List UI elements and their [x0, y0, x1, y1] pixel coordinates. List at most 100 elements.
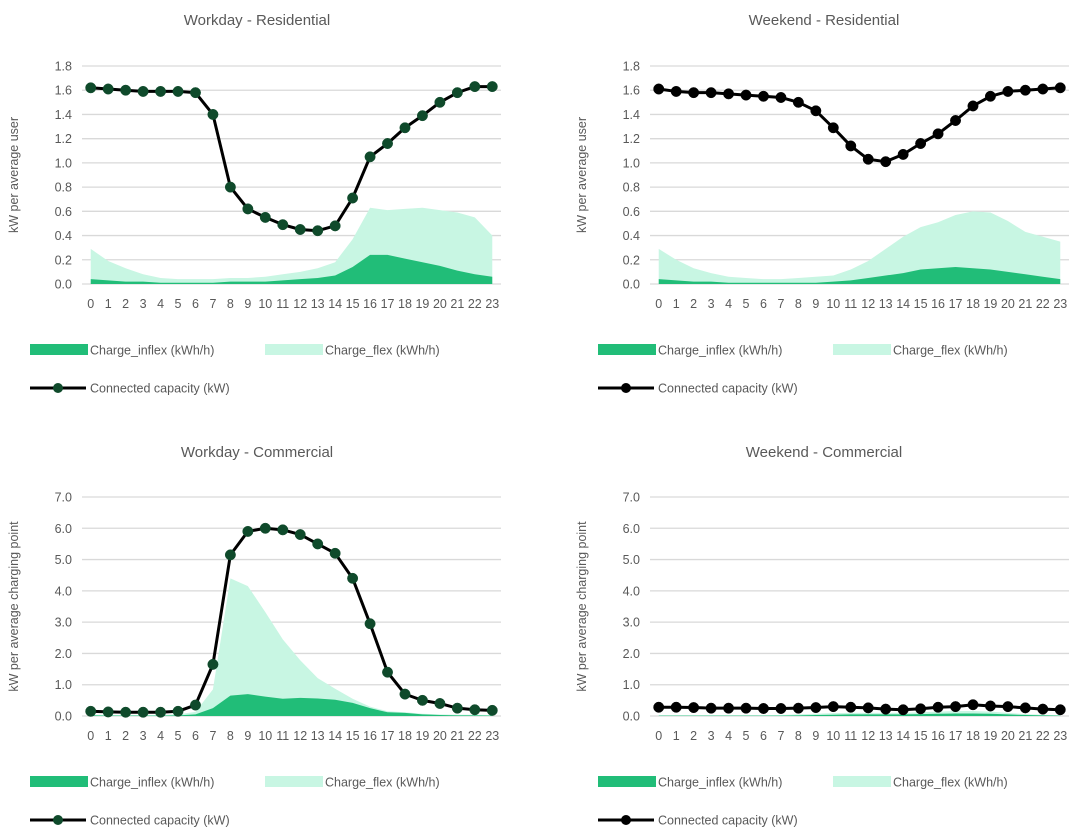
- x-tick-label: 20: [433, 729, 447, 743]
- x-tick-label: 13: [311, 297, 325, 311]
- x-tick-label: 1: [105, 729, 112, 743]
- data-point-connected-capacity: [137, 85, 149, 97]
- x-tick-label: 1: [673, 297, 680, 311]
- x-tick-label: 9: [244, 297, 251, 311]
- data-point-connected-capacity: [723, 702, 735, 714]
- chart-panel-0: Workday - Residential 0.0 0.2 0.4 0.6 0.8 1.0 1…: [7, 12, 501, 396]
- data-point-connected-capacity: [364, 151, 376, 163]
- legend-swatch-charge-inflex: [30, 344, 88, 355]
- x-tick-label: 13: [879, 729, 893, 743]
- legend-label-charge-inflex: Charge_inflex (kWh/h): [658, 776, 782, 790]
- y-tick-label: 0.0: [623, 278, 640, 292]
- x-tick-label: 1: [105, 297, 112, 311]
- data-point-connected-capacity: [242, 203, 254, 215]
- data-point-connected-capacity: [950, 115, 961, 126]
- x-tick-label: 2: [690, 297, 697, 311]
- x-tick-label: 2: [122, 297, 129, 311]
- legend-swatch-charge-inflex: [598, 776, 656, 787]
- x-tick-label: 3: [708, 297, 715, 311]
- data-point-connected-capacity: [451, 87, 463, 99]
- legend: Charge_inflex (kWh/h) Charge_flex (kWh/h)…: [598, 344, 1008, 396]
- y-tick-label: 1.8: [623, 60, 640, 74]
- data-point-connected-capacity: [347, 572, 359, 584]
- legend-label-connected-capacity: Connected capacity (kW): [658, 814, 798, 827]
- x-tick-label: 9: [812, 729, 819, 743]
- data-point-connected-capacity: [967, 699, 979, 711]
- chart-panel-3: Weekend - Commercial 0.0 1.0 2.0 3.0 4.0 5.0 6.…: [575, 444, 1069, 827]
- x-tick-label: 17: [381, 729, 395, 743]
- x-tick-label: 0: [87, 729, 94, 743]
- series-area-charge-inflex: [658, 267, 1061, 284]
- data-point-connected-capacity: [190, 699, 201, 711]
- data-point-connected-capacity: [845, 701, 857, 713]
- data-point-connected-capacity: [862, 702, 874, 714]
- x-tick-label: 15: [914, 729, 928, 743]
- x-tick-label: 7: [777, 297, 784, 311]
- y-tick-label: 0.0: [623, 710, 640, 724]
- y-tick-label: 5.0: [55, 553, 72, 567]
- y-tick-label: 1.6: [623, 84, 640, 98]
- y-tick-label: 6.0: [55, 522, 72, 536]
- x-tick-label: 19: [983, 729, 997, 743]
- legend-label-connected-capacity: Connected capacity (kW): [658, 382, 798, 396]
- data-point-connected-capacity: [688, 702, 700, 714]
- x-tick-label: 17: [949, 729, 963, 743]
- legend-marker-connected-capacity: [53, 815, 63, 825]
- x-tick-label: 3: [140, 729, 147, 743]
- x-tick-label: 10: [826, 729, 840, 743]
- legend-marker-connected-capacity: [53, 383, 63, 393]
- data-point-connected-capacity: [897, 704, 909, 716]
- data-point-connected-capacity: [207, 658, 219, 670]
- x-tick-label: 23: [485, 297, 499, 311]
- data-point-connected-capacity: [399, 122, 411, 134]
- x-tick-label: 18: [966, 297, 980, 311]
- x-tick-label: 20: [433, 297, 447, 311]
- x-tick-label: 0: [655, 729, 662, 743]
- x-tick-label: 17: [381, 297, 395, 311]
- legend: Charge_inflex (kWh/h) Charge_flex (kWh/h)…: [30, 776, 440, 827]
- chart-title: Weekend - Residential: [749, 12, 900, 29]
- x-tick-label: 15: [346, 297, 360, 311]
- data-point-connected-capacity: [1054, 704, 1066, 716]
- y-tick-label: 5.0: [623, 553, 640, 567]
- y-tick-label: 4.0: [623, 584, 640, 598]
- data-point-connected-capacity: [915, 703, 927, 715]
- x-tick-label: 7: [209, 297, 216, 311]
- y-tick-label: 0.4: [55, 229, 72, 243]
- data-point-connected-capacity: [950, 701, 961, 713]
- x-tick-label: 22: [468, 297, 482, 311]
- y-tick-label: 1.0: [55, 678, 72, 692]
- x-tick-label: 11: [276, 729, 289, 743]
- x-tick-label: 11: [844, 297, 857, 311]
- x-tick-label: 11: [276, 297, 289, 311]
- data-point-connected-capacity: [486, 81, 498, 93]
- y-tick-label: 0.6: [623, 205, 640, 219]
- y-tick-label: 0.8: [623, 181, 640, 195]
- x-tick-label: 5: [175, 729, 182, 743]
- series-area-charge-flex: [90, 578, 493, 716]
- data-point-connected-capacity: [259, 522, 271, 534]
- y-tick-label: 1.2: [55, 132, 72, 146]
- data-point-connected-capacity: [1037, 83, 1049, 95]
- data-point-connected-capacity: [653, 701, 665, 713]
- legend-swatch-charge-flex: [265, 776, 323, 787]
- data-point-connected-capacity: [207, 108, 219, 120]
- y-tick-label: 0.0: [55, 710, 72, 724]
- data-point-connected-capacity: [723, 88, 735, 100]
- data-point-connected-capacity: [1002, 701, 1014, 713]
- y-tick-label: 0.2: [55, 253, 72, 267]
- data-point-connected-capacity: [120, 84, 132, 96]
- x-tick-label: 8: [227, 297, 234, 311]
- x-tick-label: 6: [760, 729, 767, 743]
- legend-marker-connected-capacity: [621, 383, 631, 393]
- data-point-connected-capacity: [827, 122, 839, 134]
- y-tick-label: 1.0: [55, 156, 72, 170]
- y-tick-label: 1.6: [55, 84, 72, 98]
- data-point-connected-capacity: [932, 128, 944, 140]
- chart-panel-2: Workday - Commercial 0.0 1.0 2.0 3.0 4.0 5.0 6.…: [7, 444, 501, 827]
- data-point-connected-capacity: [740, 89, 752, 101]
- legend-label-connected-capacity: Connected capacity (kW): [90, 382, 230, 396]
- data-point-connected-capacity: [792, 96, 804, 108]
- legend-label-charge-flex: Charge_flex (kWh/h): [893, 344, 1008, 358]
- y-tick-label: 0.4: [623, 229, 640, 243]
